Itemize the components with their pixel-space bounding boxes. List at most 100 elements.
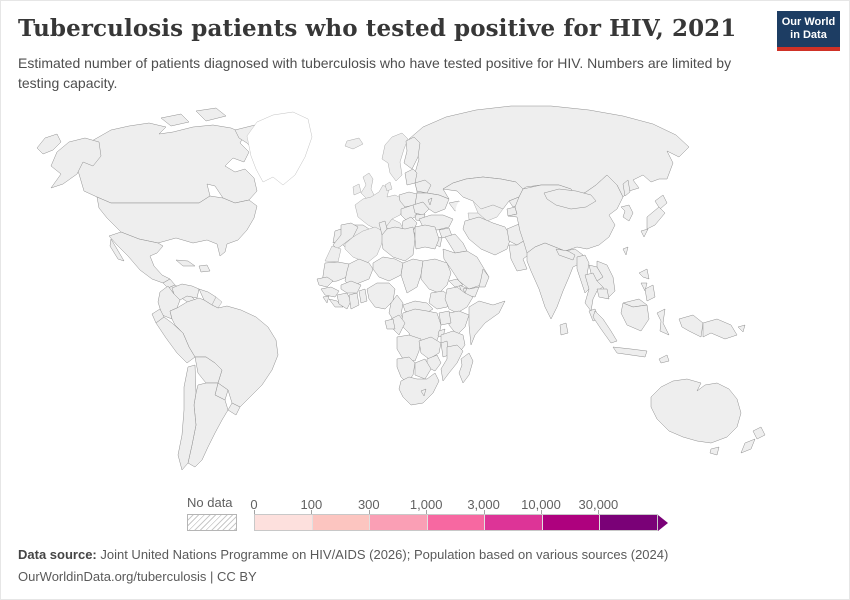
legend-bin[interactable] — [599, 515, 658, 530]
country-mexico[interactable] — [108, 231, 171, 284]
country-iraq[interactable] — [444, 233, 468, 254]
country-russia-chukotka[interactable] — [36, 133, 62, 155]
country-zambia[interactable] — [418, 336, 442, 360]
legend-bin[interactable] — [369, 515, 427, 530]
country-canada[interactable] — [72, 122, 258, 204]
country-ivory-coast[interactable] — [336, 292, 352, 310]
country-mozambique[interactable] — [440, 344, 464, 382]
country-philippines-luzon[interactable] — [638, 268, 650, 280]
legend-bin[interactable] — [255, 515, 312, 530]
country-indonesia-java[interactable] — [612, 346, 648, 358]
country-japan-hokkaido[interactable] — [654, 194, 668, 210]
country-ireland[interactable] — [352, 183, 362, 196]
legend-bin[interactable] — [541, 515, 600, 530]
country-baltics[interactable] — [404, 168, 418, 186]
country-united-states-alaska[interactable] — [50, 137, 102, 189]
country-libya[interactable] — [381, 226, 416, 262]
owid-url-link[interactable]: OurWorldinData.org/tuberculosis — [18, 569, 207, 584]
country-russia-sakhalin[interactable] — [622, 179, 631, 197]
country-iran[interactable] — [462, 216, 512, 256]
country-indonesia-kalimantan[interactable] — [620, 302, 650, 332]
country-kenya[interactable] — [448, 310, 470, 336]
country-papua-new-guinea-new-britain[interactable] — [737, 324, 746, 333]
country-morocco[interactable] — [332, 222, 359, 250]
country-ethiopia[interactable] — [444, 286, 474, 314]
country-south-africa[interactable] — [398, 372, 440, 406]
country-thailand[interactable] — [584, 272, 604, 312]
country-uruguay[interactable] — [227, 402, 241, 416]
country-kazakhstan[interactable] — [442, 176, 524, 210]
country-nepal[interactable] — [555, 248, 576, 261]
country-canada-arctic[interactable] — [160, 113, 190, 127]
country-indonesia-sulawesi[interactable] — [656, 308, 670, 336]
country-eritrea[interactable] — [448, 278, 464, 288]
no-data-swatch[interactable] — [187, 514, 237, 531]
country-oman[interactable] — [478, 268, 490, 288]
country-somalia[interactable] — [468, 300, 506, 346]
country-romania[interactable] — [412, 201, 430, 216]
legend-tick-label: 0 — [250, 497, 258, 512]
country-burkina-faso[interactable] — [340, 280, 362, 294]
country-egypt[interactable] — [414, 224, 440, 250]
land-greenland[interactable] — [246, 111, 313, 186]
country-korea[interactable] — [620, 204, 634, 222]
country-new-zealand-south[interactable] — [740, 438, 756, 454]
country-indonesia-sumatra[interactable] — [592, 310, 618, 344]
country-sri-lanka[interactable] — [559, 322, 569, 336]
data-source-text: Joint United Nations Programme on HIV/AI… — [96, 547, 669, 562]
country-new-zealand-north[interactable] — [752, 426, 766, 440]
country-denmark[interactable] — [384, 181, 393, 192]
data-source-line: Data source: Joint United Nations Progra… — [18, 547, 668, 562]
country-cuba[interactable] — [175, 259, 196, 267]
country-australia[interactable] — [650, 378, 742, 444]
country-iceland[interactable] — [344, 137, 364, 150]
country-mexico-baja[interactable] — [109, 238, 125, 262]
country-madagascar[interactable] — [458, 352, 474, 384]
country-mali[interactable] — [344, 258, 374, 288]
country-china[interactable] — [507, 174, 624, 254]
country-djibouti[interactable] — [462, 287, 468, 294]
country-western-sahara[interactable] — [324, 245, 342, 263]
legend-tick-labels: 0 100 300 1,000 3,000 10,000 30,000 — [250, 497, 656, 514]
country-peru[interactable] — [155, 316, 196, 364]
country-australia-tasmania[interactable] — [709, 446, 720, 456]
legend-bin[interactable] — [426, 515, 485, 530]
country-belarus[interactable] — [414, 179, 432, 194]
country-mauritania[interactable] — [321, 261, 350, 284]
country-guinea[interactable] — [320, 286, 340, 298]
country-canada-arctic[interactable] — [195, 107, 227, 122]
country-niger[interactable] — [372, 256, 404, 282]
country-timor-leste[interactable] — [658, 354, 670, 364]
country-moldova[interactable] — [427, 197, 433, 206]
country-mongolia[interactable] — [543, 188, 597, 210]
country-finland[interactable] — [403, 136, 421, 170]
country-liberia[interactable] — [328, 298, 344, 308]
country-india[interactable] — [526, 242, 584, 320]
country-bolivia[interactable] — [194, 356, 223, 384]
owid-logo[interactable]: Our World in Data — [777, 11, 840, 51]
country-senegal[interactable] — [316, 276, 334, 288]
country-angola[interactable] — [396, 334, 422, 362]
country-botswana[interactable] — [414, 358, 432, 380]
country-gabon[interactable] — [384, 318, 396, 330]
country-indonesia-papua[interactable] — [678, 314, 704, 338]
country-chile[interactable] — [177, 364, 197, 471]
country-cambodia[interactable] — [596, 288, 610, 300]
legend-bin[interactable] — [311, 515, 370, 530]
country-philippines-mindanao[interactable] — [644, 284, 656, 302]
country-taiwan[interactable] — [622, 246, 629, 256]
country-united-kingdom[interactable] — [360, 172, 376, 200]
country-japan-kyushu[interactable] — [640, 228, 649, 238]
country-lesotho[interactable] — [420, 388, 427, 397]
legend-bin[interactable] — [484, 515, 542, 530]
country-sierra-leone[interactable] — [322, 295, 330, 304]
country-papua-new-guinea[interactable] — [702, 318, 738, 340]
country-sudan[interactable] — [420, 258, 452, 294]
country-norway-sweden[interactable] — [381, 132, 409, 182]
country-benin-togo[interactable] — [358, 288, 368, 304]
country-haiti[interactable] — [198, 264, 211, 273]
country-chad[interactable] — [400, 258, 424, 294]
country-uganda[interactable] — [438, 310, 452, 326]
country-ghana[interactable] — [348, 292, 360, 310]
country-japan-honshu[interactable] — [646, 206, 666, 230]
